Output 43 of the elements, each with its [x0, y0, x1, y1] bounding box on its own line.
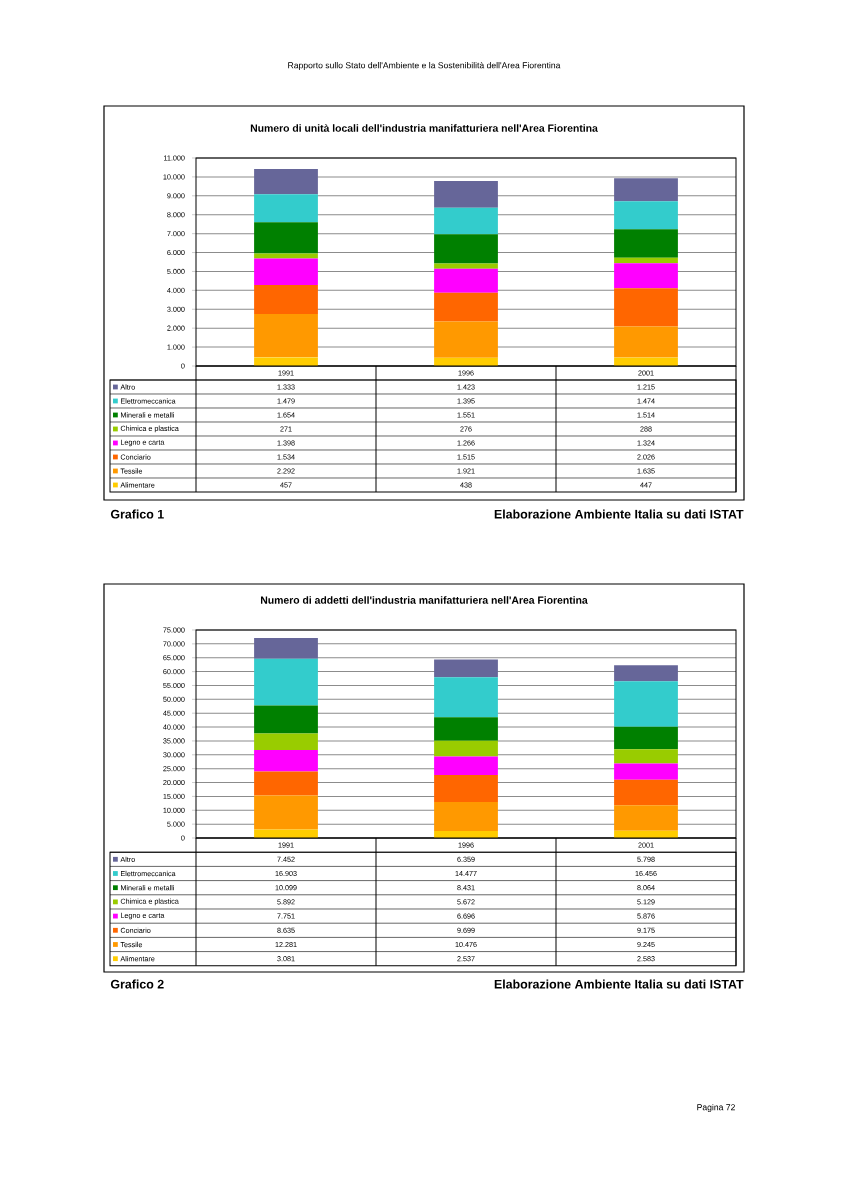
bar — [614, 178, 678, 202]
bar — [614, 763, 678, 780]
bar — [614, 201, 678, 230]
bar — [254, 222, 318, 254]
bar — [434, 659, 498, 678]
bar — [614, 749, 678, 764]
bar — [614, 229, 678, 258]
bar — [434, 740, 498, 757]
bar — [434, 756, 498, 776]
bar — [254, 285, 318, 315]
bar — [254, 829, 318, 838]
bar — [254, 705, 318, 734]
bar — [614, 726, 678, 750]
bar — [254, 169, 318, 195]
bar — [614, 263, 678, 289]
bar — [254, 258, 318, 285]
bar — [254, 771, 318, 796]
bar — [254, 795, 318, 830]
bar — [254, 194, 318, 223]
bar — [614, 681, 678, 727]
bar — [254, 658, 318, 706]
bar — [254, 253, 318, 259]
bar — [614, 805, 678, 831]
bar — [254, 314, 318, 358]
bar — [434, 677, 498, 718]
bar — [434, 775, 498, 802]
bar — [614, 779, 678, 806]
bar — [434, 292, 498, 322]
bar — [434, 180, 498, 208]
bar — [614, 665, 678, 682]
bar — [434, 717, 498, 741]
bar — [254, 749, 318, 772]
bar — [434, 263, 498, 269]
bar — [434, 801, 498, 831]
bar — [614, 326, 678, 358]
bar — [614, 288, 678, 327]
bar — [434, 207, 498, 235]
bar — [254, 733, 318, 750]
bar — [434, 268, 498, 293]
bar — [614, 257, 678, 264]
bar — [434, 321, 498, 358]
bar — [254, 638, 318, 659]
bar — [434, 234, 498, 264]
